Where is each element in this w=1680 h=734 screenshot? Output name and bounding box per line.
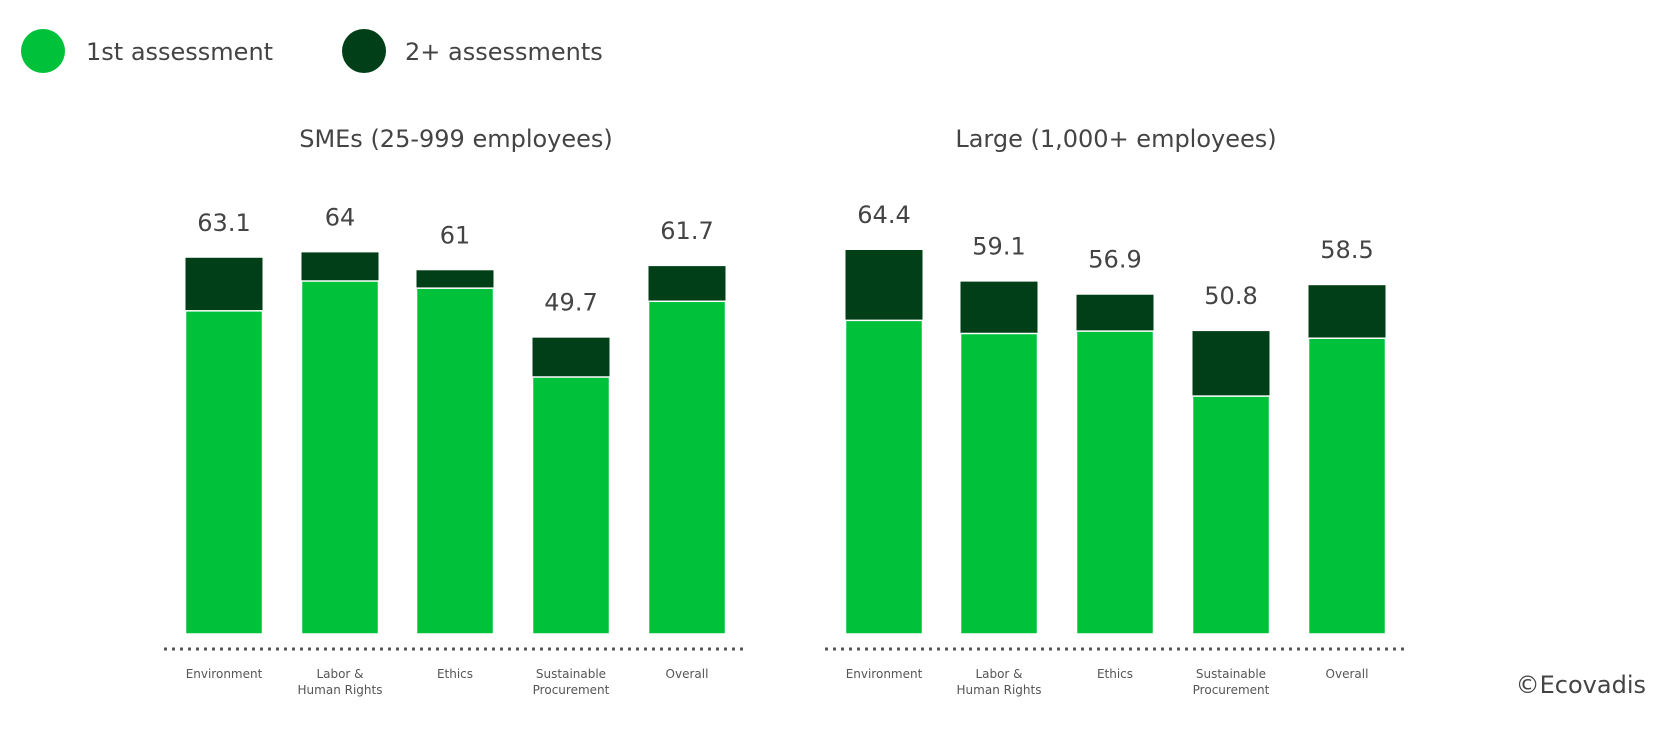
legend-swatch <box>21 29 65 73</box>
x-tick-label: Labor & Human Rights <box>297 667 383 697</box>
bar <box>184 310 264 635</box>
bar <box>300 280 380 635</box>
bar <box>1307 337 1387 635</box>
chart-title: Large (1,000+ employees) <box>955 125 1276 153</box>
bar <box>531 376 611 635</box>
bar <box>1191 395 1271 635</box>
value-label: 63.1 <box>197 209 250 237</box>
x-tick-label: Environment <box>185 667 263 681</box>
x-tick-label: Overall <box>1325 667 1369 681</box>
bar <box>647 300 727 635</box>
x-tick-label: Labor & Human Rights <box>956 667 1042 697</box>
value-label: 56.9 <box>1088 246 1141 274</box>
value-label: 61.7 <box>660 217 713 245</box>
x-tick-label: Ethics <box>1096 667 1134 681</box>
x-tick-label: Sustainable Procurement <box>1192 667 1270 697</box>
bar <box>959 332 1039 635</box>
x-tick-label: Overall <box>665 667 709 681</box>
legend-label: 1st assessment <box>86 38 273 66</box>
value-label: 64 <box>325 203 356 231</box>
bar <box>415 287 495 635</box>
x-tick-label: Environment <box>845 667 923 681</box>
bar <box>1075 330 1155 635</box>
bar <box>844 319 924 635</box>
x-tick-label: Sustainable Procurement <box>532 667 610 697</box>
x-tick-label: Ethics <box>436 667 474 681</box>
value-label: 59.1 <box>972 233 1025 261</box>
chart-title: SMEs (25-999 employees) <box>299 125 613 153</box>
legend-label: 2+ assessments <box>405 38 603 66</box>
value-label: 49.7 <box>544 289 597 317</box>
legend-swatch <box>342 29 386 73</box>
value-label: 58.5 <box>1320 236 1373 264</box>
credit: ©Ecovadis <box>1516 671 1646 699</box>
value-label: 61 <box>440 221 471 249</box>
value-label: 50.8 <box>1204 282 1257 310</box>
value-label: 64.4 <box>857 201 910 229</box>
